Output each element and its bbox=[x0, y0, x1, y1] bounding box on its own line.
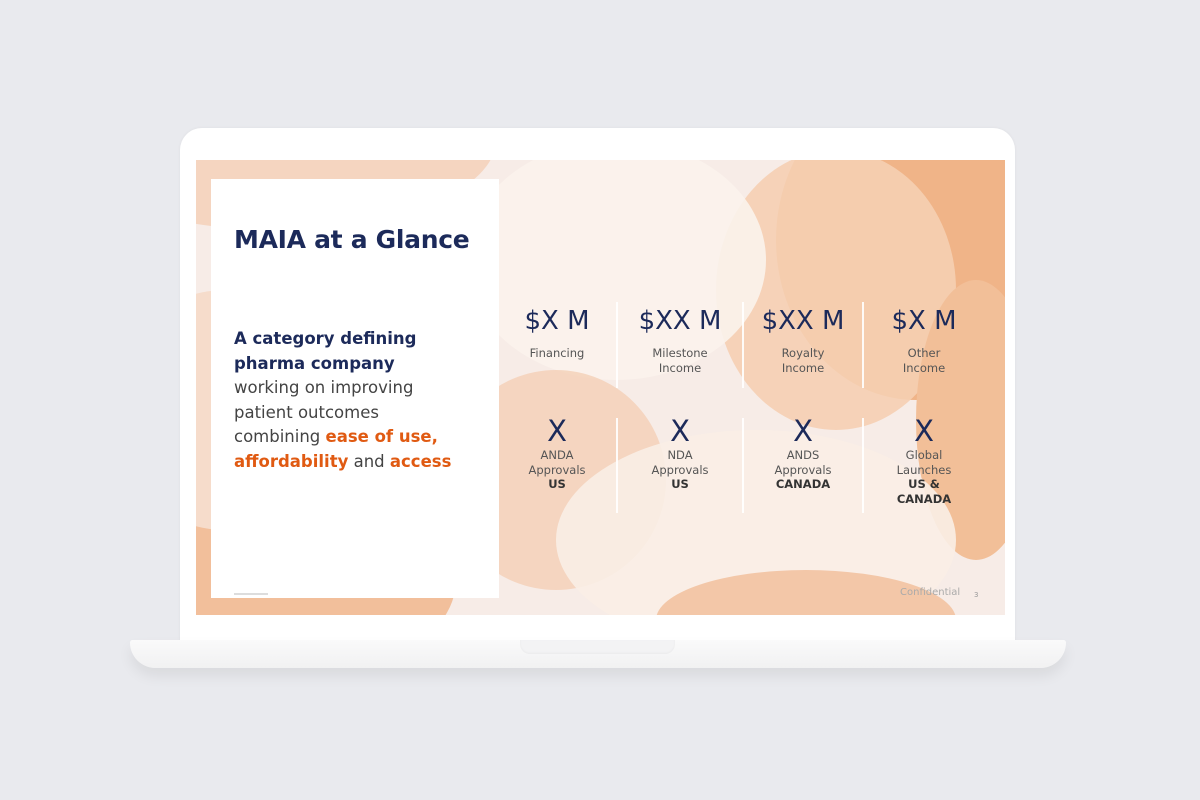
stat-label: Financing bbox=[529, 346, 585, 360]
divider bbox=[862, 418, 864, 513]
stat-label: Milestone Income bbox=[652, 346, 708, 375]
logo-mark bbox=[234, 593, 268, 595]
stat-label: ANDS Approvals CANADA bbox=[774, 448, 832, 491]
stat-anda-approvals: X ANDA Approvals US bbox=[497, 416, 617, 492]
stat-value: $X M bbox=[891, 306, 957, 336]
intro-card: MAIA at a Glance A category defining pha… bbox=[211, 179, 499, 598]
desc-accent-2: affordability bbox=[234, 451, 349, 471]
stat-value: $XX M bbox=[761, 306, 845, 336]
desc-bold-1: A category defining bbox=[234, 329, 417, 348]
stat-label: Global Launches US & CANADA bbox=[896, 448, 952, 506]
slide-title: MAIA at a Glance bbox=[234, 225, 470, 254]
laptop-notch bbox=[520, 640, 675, 654]
stat-value: X bbox=[914, 414, 934, 448]
stat-label: NDA Approvals US bbox=[651, 448, 709, 491]
stat-value: X bbox=[670, 414, 690, 448]
desc-text-4: and bbox=[348, 451, 390, 471]
stat-other-income: $X M Other Income bbox=[864, 306, 984, 375]
stat-global-launches: X Global Launches US & CANADA bbox=[864, 416, 984, 506]
divider bbox=[742, 418, 744, 513]
slide-description: A category defining pharma company worki… bbox=[234, 327, 494, 474]
stat-label: Royalty Income bbox=[781, 346, 825, 375]
stat-label: ANDA Approvals US bbox=[528, 448, 586, 491]
stat-financing: $X M Financing bbox=[497, 306, 617, 361]
desc-bold-2: pharma company bbox=[234, 353, 395, 373]
stat-value: X bbox=[547, 414, 567, 448]
desc-accent-1: ease of use, bbox=[325, 427, 438, 446]
desc-accent-3: access bbox=[389, 451, 452, 471]
stat-nda-approvals: X NDA Approvals US bbox=[620, 416, 740, 492]
desc-text-1: working on improving bbox=[234, 378, 414, 397]
stat-value: $X M bbox=[524, 306, 590, 336]
stat-ands-approvals: X ANDS Approvals CANADA bbox=[743, 416, 863, 492]
stat-label: Other Income bbox=[902, 346, 946, 375]
divider bbox=[616, 302, 618, 388]
stat-milestone-income: $XX M Milestone Income bbox=[620, 306, 740, 375]
stat-value: X bbox=[793, 414, 813, 448]
laptop-base bbox=[130, 640, 1066, 668]
stat-value: $XX M bbox=[638, 306, 722, 336]
desc-text-3: combining bbox=[234, 427, 326, 446]
divider bbox=[862, 302, 864, 388]
divider bbox=[742, 302, 744, 388]
confidential-label: Confidential bbox=[900, 587, 961, 598]
page-number: 3 bbox=[974, 591, 979, 599]
desc-text-2: patient outcomes bbox=[234, 402, 379, 422]
divider bbox=[616, 418, 618, 513]
slide: MAIA at a Glance A category defining pha… bbox=[196, 160, 1005, 615]
stat-royalty-income: $XX M Royalty Income bbox=[743, 306, 863, 375]
